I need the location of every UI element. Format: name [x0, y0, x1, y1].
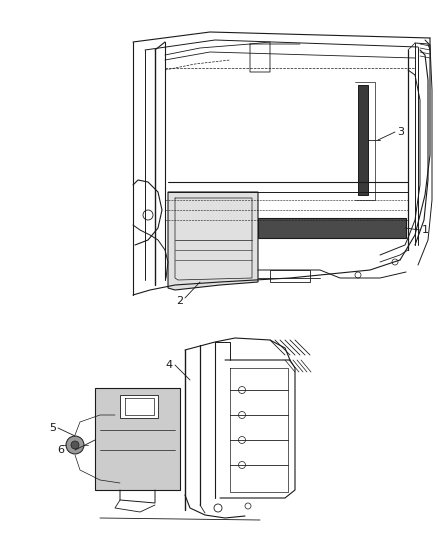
Polygon shape — [258, 218, 405, 238]
Text: 4: 4 — [166, 360, 173, 370]
Text: 3: 3 — [396, 127, 403, 137]
Polygon shape — [269, 270, 309, 282]
Text: 6: 6 — [57, 445, 64, 455]
Circle shape — [66, 436, 84, 454]
Text: 2: 2 — [176, 296, 183, 306]
Text: 5: 5 — [49, 423, 56, 433]
Circle shape — [71, 441, 79, 449]
Polygon shape — [120, 395, 158, 418]
Polygon shape — [357, 85, 367, 195]
Polygon shape — [168, 192, 258, 290]
Polygon shape — [95, 388, 180, 490]
Text: 1: 1 — [421, 225, 428, 235]
